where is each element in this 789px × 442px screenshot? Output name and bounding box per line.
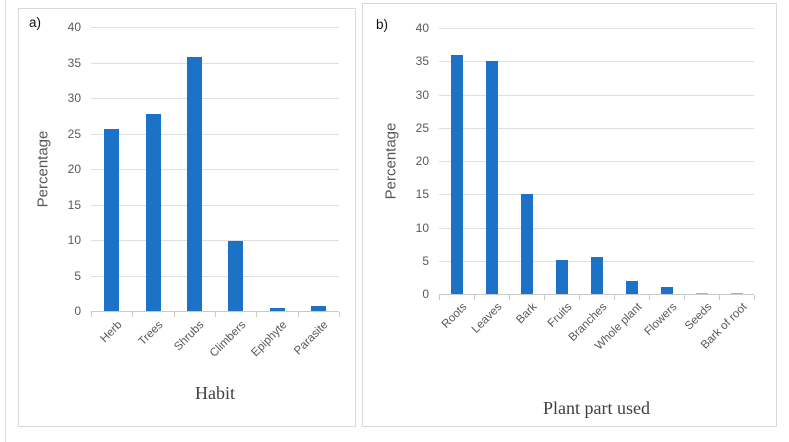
- category-label: Shrubs: [172, 319, 207, 354]
- bar: [450, 54, 463, 294]
- x-axis-line: [439, 294, 754, 295]
- gridline: [91, 169, 339, 170]
- y-tick-label: 0: [74, 304, 81, 318]
- bar: [625, 280, 638, 294]
- y-tick-label: 10: [415, 220, 429, 235]
- y-tick-label: 40: [67, 20, 81, 34]
- gridline: [439, 28, 754, 29]
- figure-left-border: [5, 0, 6, 442]
- gridline: [91, 275, 339, 277]
- category-label: Trees: [136, 319, 166, 348]
- y-tick-label: 5: [74, 268, 81, 283]
- x-tick-mark: [91, 312, 92, 317]
- bar: [555, 260, 568, 294]
- y-tick-label: 20: [67, 162, 81, 176]
- y-tick-label: 40: [415, 21, 429, 35]
- x-tick-mark: [614, 295, 615, 300]
- y-tick-label: 25: [415, 120, 429, 135]
- category-label: Seeds: [682, 301, 714, 333]
- category-label: Bark: [513, 301, 539, 327]
- y-tick-label: 30: [415, 87, 429, 102]
- category-label: Leaves: [469, 301, 504, 336]
- gridline: [439, 61, 754, 63]
- chart-panel-a: a) 0 5 10 15 20 25 30 35 40 Herb Trees Shrubs Climber…: [18, 8, 356, 427]
- x-tick-mark: [719, 295, 720, 300]
- bar: [485, 61, 498, 294]
- category-label: Herb: [98, 319, 125, 346]
- category-label: Flowers: [642, 301, 679, 338]
- y-tick-label: 15: [67, 197, 81, 212]
- x-tick-mark: [544, 295, 545, 300]
- bar: [310, 306, 326, 311]
- y-tick-label: 10: [67, 233, 81, 247]
- x-tick-mark: [579, 295, 580, 300]
- gridline: [439, 227, 754, 229]
- x-axis-line: [91, 311, 339, 312]
- y-tick-label: 35: [415, 54, 429, 69]
- gridline: [439, 127, 754, 129]
- bar: [269, 308, 285, 311]
- bar: [590, 257, 603, 294]
- bar: [730, 292, 743, 294]
- category-label: Parasite: [292, 319, 331, 358]
- y-axis-title: Percentage: [382, 122, 400, 200]
- bar: [186, 56, 202, 311]
- x-tick-mark: [132, 312, 134, 317]
- bar: [228, 241, 244, 311]
- x-tick-mark: [173, 312, 175, 317]
- y-tick-label: 35: [67, 55, 81, 70]
- y-tick-label: 15: [415, 187, 429, 202]
- x-tick-mark: [256, 312, 258, 317]
- y-tick-label: 5: [422, 253, 429, 268]
- x-tick-mark: [215, 312, 216, 317]
- category-label: Epiphyte: [249, 319, 290, 360]
- gridline: [439, 161, 754, 162]
- x-axis-title: Habit: [195, 383, 235, 403]
- chart-panel-b: b) 0 5 10 15 20 25 30 35 40 Roots Leaves Bark Fruits B…: [362, 3, 777, 427]
- bar: [660, 286, 673, 294]
- bar: [145, 114, 161, 311]
- x-tick-mark: [754, 295, 755, 300]
- panel-label: a): [29, 15, 42, 30]
- bar: [695, 292, 708, 294]
- gridline: [439, 194, 754, 196]
- bar: [520, 194, 533, 294]
- y-tick-label: 30: [67, 91, 81, 105]
- x-tick-mark: [339, 312, 340, 317]
- y-axis-title: Percentage: [34, 130, 52, 208]
- x-tick-mark: [649, 295, 650, 300]
- y-tick-label: 20: [415, 154, 429, 168]
- gridline: [439, 94, 754, 96]
- x-tick-mark: [509, 295, 510, 300]
- y-tick-label: 25: [67, 126, 81, 141]
- bar: [104, 128, 120, 311]
- gridline: [91, 98, 339, 99]
- y-tick-label: 0: [422, 287, 429, 301]
- x-tick-mark: [474, 295, 475, 300]
- gridline: [91, 133, 339, 135]
- gridline: [91, 62, 339, 64]
- x-tick-mark: [439, 295, 440, 300]
- x-tick-mark: [684, 295, 685, 300]
- x-axis-title: Plant part used: [543, 398, 650, 418]
- gridline: [91, 204, 339, 206]
- category-label: Roots: [439, 301, 469, 331]
- category-label: Climbers: [207, 319, 249, 360]
- gridline: [91, 27, 339, 28]
- gridline: [91, 240, 339, 241]
- category-label: Fruits: [545, 301, 574, 330]
- x-tick-mark: [297, 312, 299, 317]
- panel-label: b): [376, 17, 389, 32]
